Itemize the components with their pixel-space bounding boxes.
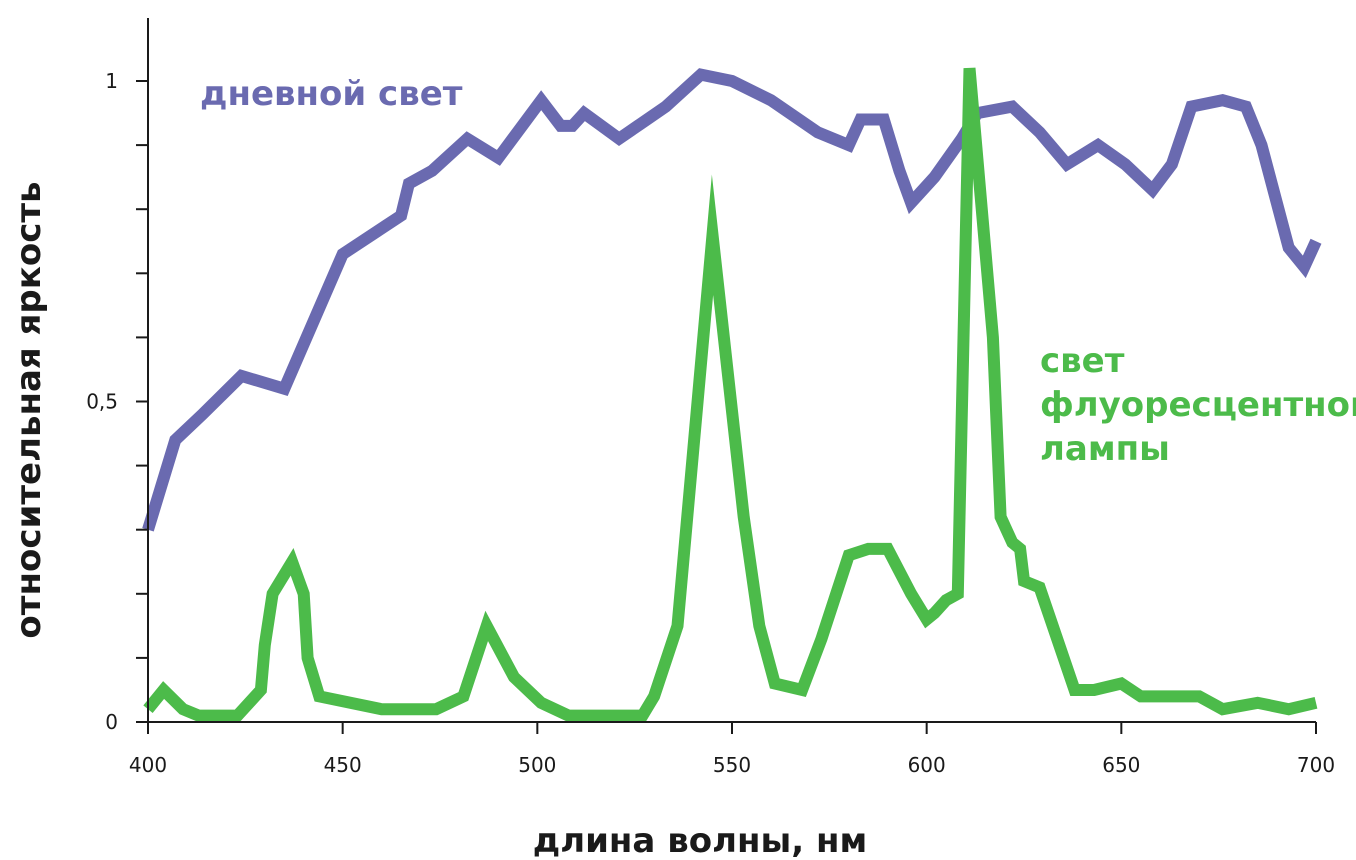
x-tick-label: 550 <box>713 753 751 777</box>
x-tick-label: 700 <box>1297 753 1335 777</box>
x-tick-label: 450 <box>324 753 362 777</box>
series-label-line: лампы <box>1040 429 1170 469</box>
series-label-line: дневной свет <box>200 74 463 114</box>
y-tick-label: 0,5 <box>86 390 118 414</box>
series-label-fluorescent: свет флуоресцентной лампы <box>1040 341 1356 469</box>
series-line-daylight <box>142 68 1322 532</box>
y-tick-label: 0 <box>105 710 118 734</box>
series-layer <box>142 67 1322 722</box>
series-line-fluorescent <box>143 67 1318 722</box>
series-label-daylight: дневной свет <box>200 74 463 114</box>
series-label-line: флуоресцентной <box>1040 385 1356 425</box>
series-label-line: свет <box>1040 341 1125 381</box>
ticks-layer: 0 0,5 1 400 450 500 550 600 650 700 <box>86 69 1335 777</box>
x-axis-title: длина волны, нм <box>533 821 868 860</box>
x-tick-label: 650 <box>1102 753 1140 777</box>
y-axis-title: относительная яркость <box>9 181 49 638</box>
labels-layer: дневной свет свет флуоресцентной лампы дли… <box>9 74 1356 860</box>
x-tick-label: 600 <box>908 753 946 777</box>
x-tick-label: 500 <box>518 753 556 777</box>
y-tick-label: 1 <box>105 69 118 93</box>
x-tick-label: 400 <box>129 753 167 777</box>
